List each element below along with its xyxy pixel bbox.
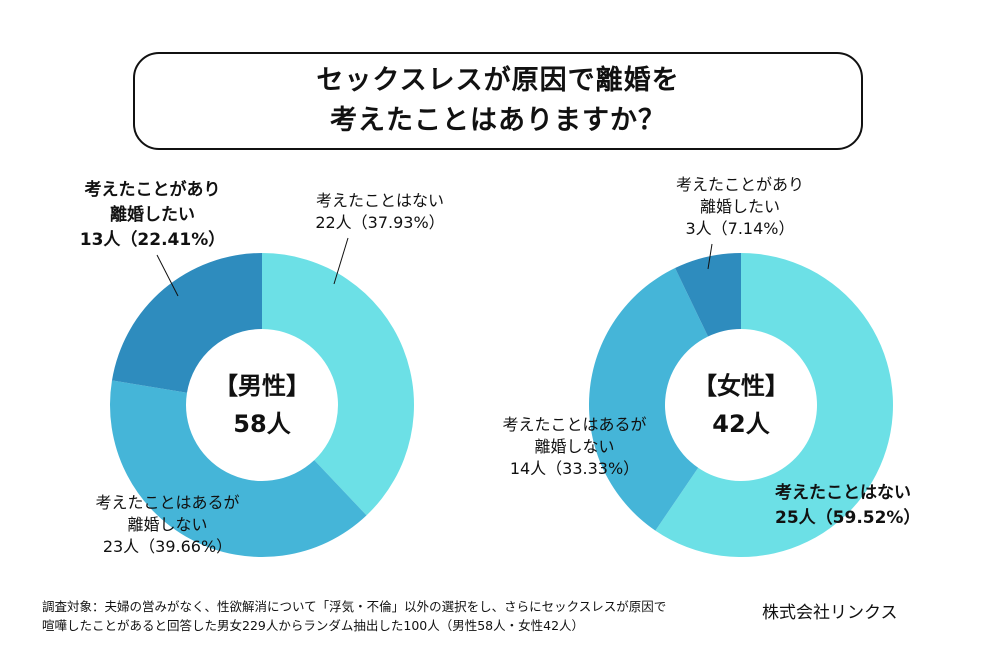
survey-note: 調査対象：夫婦の営みがなく、性欲解消について「浮気・不倫」以外の選択をし、さらに… (42, 597, 666, 635)
title-line-1: セックスレスが原因で離婚を (316, 65, 680, 96)
survey-note-line2: 喧嘩したことがあると回答した男女229人からランダム抽出した100人（男性58人… (42, 618, 585, 633)
male-label-never: 考えたことはない 22人（37.93%） (300, 190, 460, 234)
leader-line-female-want-divorce (707, 243, 713, 270)
donut-slice-considered_not_divorce (109, 380, 367, 557)
slice-label-line2: 離婚しない (127, 515, 208, 534)
title-line-2: 考えたことはありますか？ (330, 105, 666, 136)
female-label-want-divorce: 考えたことがあり 離婚したい 3人（7.14%） (665, 174, 815, 240)
female-label-never: 考えたことはない 25人（59.52%） (775, 481, 920, 531)
female-donut (589, 253, 893, 557)
leader-line-male-want-divorce (156, 254, 179, 297)
slice-count-label: 3人（7.14%） (685, 219, 795, 238)
slice-label-line2: 離婚したい (110, 205, 195, 225)
leader-lines (156, 237, 713, 297)
donut-slice-considered_not_divorce (589, 268, 709, 531)
slice-count-label: 13人（22.41%） (79, 230, 226, 250)
male-label-want-divorce: 考えたことがあり 離婚したい 13人（22.41%） (50, 178, 255, 253)
title-box: セックスレスが原因で離婚を 考えたことはありますか？ (133, 52, 863, 150)
survey-note-line1: 調査対象：夫婦の営みがなく、性欲解消について「浮気・不倫」以外の選択をし、さらに… (42, 599, 667, 614)
slice-count-label: 25人（59.52%） (775, 508, 921, 528)
slice-label-line1: 考えたことはない (315, 191, 444, 210)
slice-count-label: 14人（33.33%） (509, 459, 640, 478)
slice-label-line1: 考えたことはない (775, 483, 911, 503)
company-name: 株式会社リンクス (762, 603, 898, 623)
slice-label-line2: 離婚したい (699, 197, 780, 216)
slice-label-line2: 離婚しない (534, 437, 615, 456)
donut-slice-never (655, 253, 893, 557)
slice-count-label: 23人（39.66%） (102, 537, 233, 556)
leader-line-male-never (333, 237, 349, 285)
female-title: 【女性】 (693, 372, 789, 400)
female-center: 【女性】 42人 (681, 367, 801, 443)
male-donut (109, 252, 415, 557)
male-label-considered: 考えたことはあるが 離婚しない 23人（39.66%） (75, 492, 260, 558)
male-total: 58人 (233, 410, 291, 438)
donut-slice-want_divorce (675, 253, 741, 337)
slice-label-line1: 考えたことがあり (675, 175, 804, 194)
male-title: 【男性】 (214, 372, 310, 400)
donut-slice-never (262, 253, 415, 516)
female-total: 42人 (712, 410, 770, 438)
slice-label-line1: 考えたことがあり (84, 180, 221, 200)
slice-count-label: 22人（37.93%） (315, 213, 445, 232)
slice-label-line1: 考えたことはあるが (95, 493, 240, 512)
slice-label-line1: 考えたことはあるが (502, 415, 647, 434)
female-label-considered: 考えたことはあるが 離婚しない 14人（33.33%） (482, 414, 667, 480)
male-center: 【男性】 58人 (202, 367, 322, 443)
donut-slice-want_divorce (112, 252, 262, 393)
